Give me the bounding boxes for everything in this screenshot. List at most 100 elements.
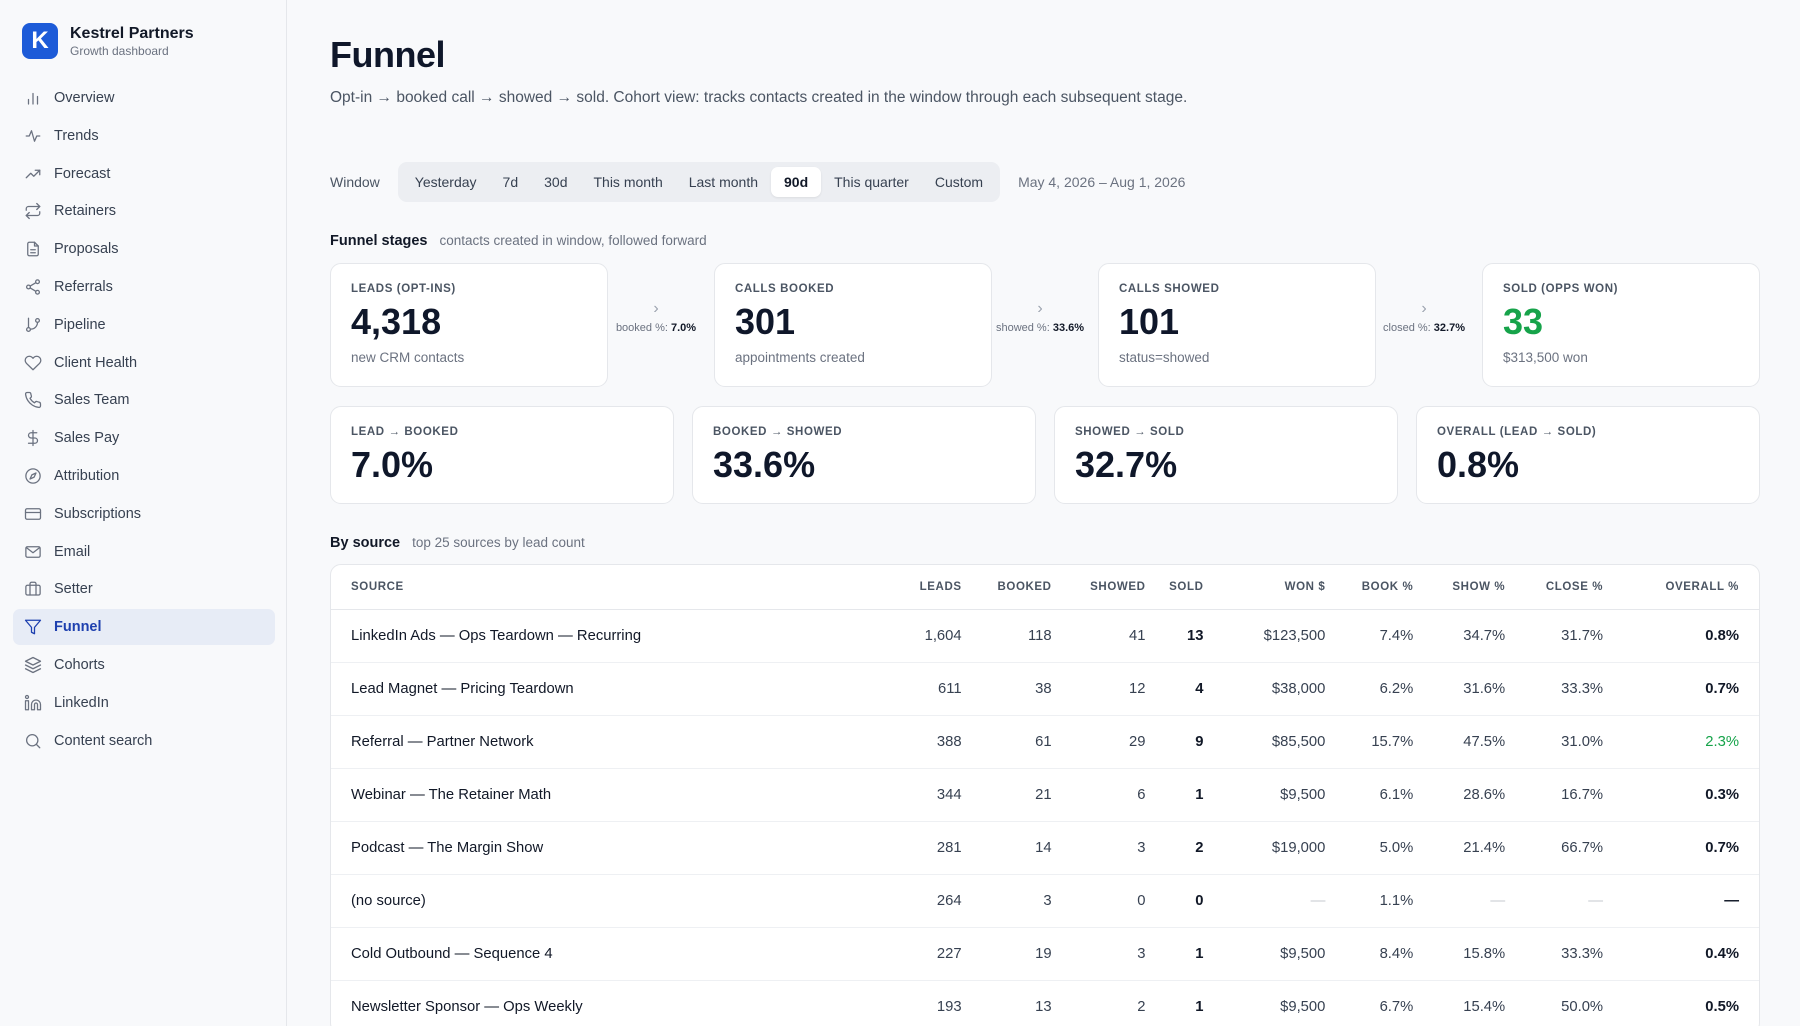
layers-icon [23, 655, 43, 675]
window-option-this-quarter[interactable]: This quarter [834, 174, 909, 190]
table-cell[interactable]: Webinar — The Retainer Math [331, 768, 890, 822]
window-option-7d[interactable]: 7d [502, 174, 519, 190]
table-cell: 3 [971, 874, 1062, 928]
table-row[interactable]: Cold Outbound — Sequence 4 227 19 3 1 $9,500 8… [331, 927, 1759, 981]
column-header-leads[interactable]: LEADS [889, 565, 972, 610]
sidebar-item-setter[interactable]: Setter [13, 571, 275, 607]
table-cell: 0 [1155, 874, 1214, 928]
sidebar-item-label: Attribution [54, 467, 120, 484]
table-cell: $19,000 [1213, 821, 1336, 875]
rate-label: OVERALL (LEAD → SOLD) [1437, 426, 1597, 438]
window-option-custom[interactable]: Custom [934, 174, 984, 190]
page-title: Funnel [330, 34, 445, 75]
column-header-book[interactable]: BOOK % [1335, 565, 1424, 610]
table-cell: 6.1% [1335, 768, 1424, 822]
table-row[interactable]: Webinar — The Retainer Math 344 21 6 1 $9,500… [331, 768, 1759, 822]
sidebar-item-subscriptions[interactable]: Subscriptions [13, 496, 275, 532]
sidebar-item-pipeline[interactable]: Pipeline [13, 307, 275, 343]
table-row[interactable]: Referral — Partner Network 388 61 29 9 $85,50… [331, 715, 1759, 769]
table-cell: $9,500 [1213, 768, 1336, 822]
table-cell: $9,500 [1213, 980, 1336, 1026]
stage-value: 4,318 [351, 301, 442, 342]
table-cell[interactable]: Lead Magnet — Pricing Teardown [331, 662, 890, 716]
sidebar-item-label: Overview [54, 90, 115, 106]
table-cell: 19 [971, 927, 1062, 981]
table-cell: 1 [1155, 927, 1214, 981]
connector-value: 32.7% [1433, 322, 1465, 334]
sidebar: K Kestrel Partners Growth dashboard Over… [0, 0, 287, 1026]
connector-label: showed %: [995, 322, 1050, 334]
table-cell: $85,500 [1213, 715, 1336, 769]
sidebar-item-attribution[interactable]: Attribution [13, 458, 275, 494]
table-cell: 13 [971, 980, 1062, 1026]
sidebar-item-email[interactable]: Email [13, 534, 275, 570]
sidebar-item-cohorts[interactable]: Cohorts [13, 647, 275, 683]
sidebar-item-content-search[interactable]: Content search [13, 723, 275, 759]
window-option-30d[interactable]: 30d [544, 174, 568, 190]
table-cell: 1 [1155, 980, 1214, 1026]
sidebar-nav: Overview Trends Forecast Retainers Proposals… [13, 80, 275, 760]
column-header-close[interactable]: CLOSE % [1515, 565, 1614, 610]
sidebar-item-label: Subscriptions [54, 505, 142, 522]
table-cell: 47.5% [1423, 715, 1516, 769]
table-cell: 21 [971, 768, 1062, 822]
table-cell[interactable]: Cold Outbound — Sequence 4 [331, 927, 890, 981]
table-cell: 33.3% [1515, 662, 1614, 716]
table-cell: 0.7% [1613, 821, 1759, 875]
sidebar-item-linkedin[interactable]: LinkedIn [13, 685, 275, 721]
sidebar-item-overview[interactable]: Overview [13, 80, 275, 116]
connector-value: 7.0% [670, 322, 697, 334]
sidebar-item-forecast[interactable]: Forecast [13, 156, 275, 192]
column-header-overall[interactable]: OVERALL % [1613, 565, 1759, 610]
column-header-showed[interactable]: SHOWED [1061, 565, 1156, 610]
window-option-last-month[interactable]: Last month [688, 174, 758, 190]
sidebar-item-referrals[interactable]: Referrals [13, 269, 275, 305]
phone-icon [23, 390, 43, 410]
window-option-yesterday[interactable]: Yesterday [414, 174, 477, 190]
table-cell: 28.6% [1423, 768, 1516, 822]
table-cell: 2 [1061, 980, 1156, 1026]
window-option-90d[interactable]: 90d [771, 167, 822, 197]
table-cell[interactable]: Newsletter Sponsor — Ops Weekly [331, 980, 890, 1026]
brand-logo: K [22, 23, 58, 59]
table-row[interactable]: Newsletter Sponsor — Ops Weekly 193 13 2 1 $9… [331, 980, 1759, 1026]
sidebar-item-proposals[interactable]: Proposals [13, 231, 275, 267]
table-row[interactable]: Lead Magnet — Pricing Teardown 611 38 12 4 $3… [331, 662, 1759, 716]
stage-card: CALLS SHOWED 101 status=showed [1098, 263, 1376, 387]
sidebar-item-label: Email [54, 543, 91, 560]
sidebar-item-retainers[interactable]: Retainers [13, 193, 275, 229]
page-description: Opt-in → booked call → showed → sold. Co… [330, 89, 1188, 106]
conversion-rate-card: SHOWED → SOLD 32.7% [1054, 406, 1398, 504]
table-cell[interactable]: (no source) [331, 874, 890, 928]
table-cell: 6.7% [1335, 980, 1424, 1026]
rate-value: 33.6% [713, 444, 816, 485]
table-cell[interactable]: LinkedIn Ads — Ops Teardown — Recurring [331, 609, 890, 663]
table-row[interactable]: LinkedIn Ads — Ops Teardown — Recurring 1… [331, 609, 1759, 663]
column-header-won[interactable]: WON $ [1213, 565, 1336, 610]
sidebar-item-label: Cohorts [54, 656, 105, 673]
window-option-this-month[interactable]: This month [593, 174, 663, 190]
sidebar-item-funnel[interactable]: Funnel [13, 609, 275, 646]
sidebar-item-sales-pay[interactable]: Sales Pay [13, 420, 275, 456]
table-cell: 9 [1155, 715, 1214, 769]
table-cell: 15.4% [1423, 980, 1516, 1026]
table-cell: 388 [889, 715, 972, 769]
table-cell[interactable]: Referral — Partner Network [331, 715, 890, 769]
table-cell[interactable]: Podcast — The Margin Show [331, 821, 890, 875]
sidebar-item-trends[interactable]: Trends [13, 118, 275, 154]
column-header-sold[interactable]: SOLD [1155, 565, 1214, 610]
column-header-booked[interactable]: BOOKED [971, 565, 1062, 610]
table-row[interactable]: (no source) 264 3 0 0—1.1% — — — [331, 874, 1759, 928]
table-cell: 118 [971, 609, 1062, 663]
sidebar-item-client-health[interactable]: Client Health [13, 345, 275, 381]
conversion-rate-card: BOOKED → SHOWED 33.6% [692, 406, 1036, 504]
table-row[interactable]: Podcast — The Margin Show 281 14 3 2 $19,000 5… [331, 821, 1759, 875]
sidebar-item-sales-team[interactable]: Sales Team [13, 382, 275, 418]
table-header-row: SOURCE LEADS BOOKED SHOWED SOLD WON $ BOOK % SH… [331, 565, 1759, 610]
brand[interactable]: K Kestrel Partners Growth dashboard [22, 23, 194, 59]
column-header-source[interactable]: SOURCE [331, 565, 890, 610]
sidebar-item-label: Setter [54, 581, 93, 598]
column-header-show[interactable]: SHOW % [1423, 565, 1516, 610]
sidebar-item-label: Sales Pay [54, 430, 120, 447]
connector-label: closed %: [1383, 322, 1431, 334]
